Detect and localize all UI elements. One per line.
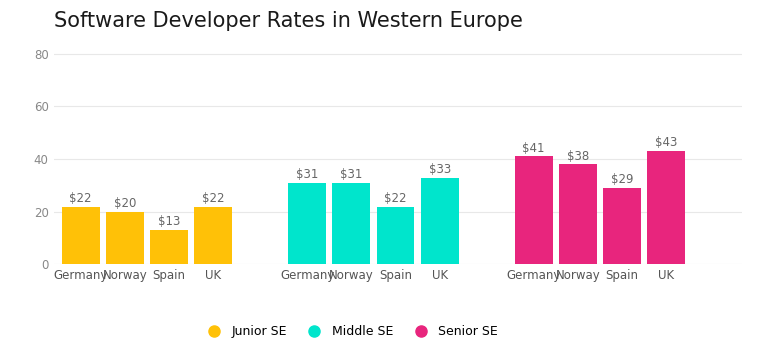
Text: $20: $20 bbox=[114, 197, 136, 210]
Bar bbox=[376, 206, 415, 264]
Legend: Junior SE, Middle SE, Senior SE: Junior SE, Middle SE, Senior SE bbox=[197, 320, 503, 339]
Bar bbox=[194, 206, 233, 264]
Text: $13: $13 bbox=[158, 215, 181, 228]
Bar bbox=[515, 157, 552, 264]
Bar bbox=[421, 178, 459, 264]
Text: $38: $38 bbox=[567, 149, 589, 163]
Text: $22: $22 bbox=[202, 192, 224, 205]
Bar bbox=[106, 212, 144, 264]
Bar bbox=[288, 183, 326, 264]
Bar bbox=[559, 164, 597, 264]
Text: $31: $31 bbox=[296, 168, 318, 181]
Bar bbox=[332, 183, 370, 264]
Text: $43: $43 bbox=[655, 136, 678, 149]
Text: $41: $41 bbox=[522, 142, 545, 155]
Text: $29: $29 bbox=[610, 173, 633, 186]
Text: Software Developer Rates in Western Europe: Software Developer Rates in Western Euro… bbox=[54, 11, 522, 31]
Text: $22: $22 bbox=[70, 192, 92, 205]
Bar bbox=[603, 188, 641, 264]
Text: $33: $33 bbox=[428, 163, 451, 176]
Text: $31: $31 bbox=[340, 168, 363, 181]
Bar bbox=[150, 230, 188, 264]
Bar bbox=[647, 151, 685, 264]
Text: $22: $22 bbox=[384, 192, 407, 205]
Bar bbox=[62, 206, 99, 264]
